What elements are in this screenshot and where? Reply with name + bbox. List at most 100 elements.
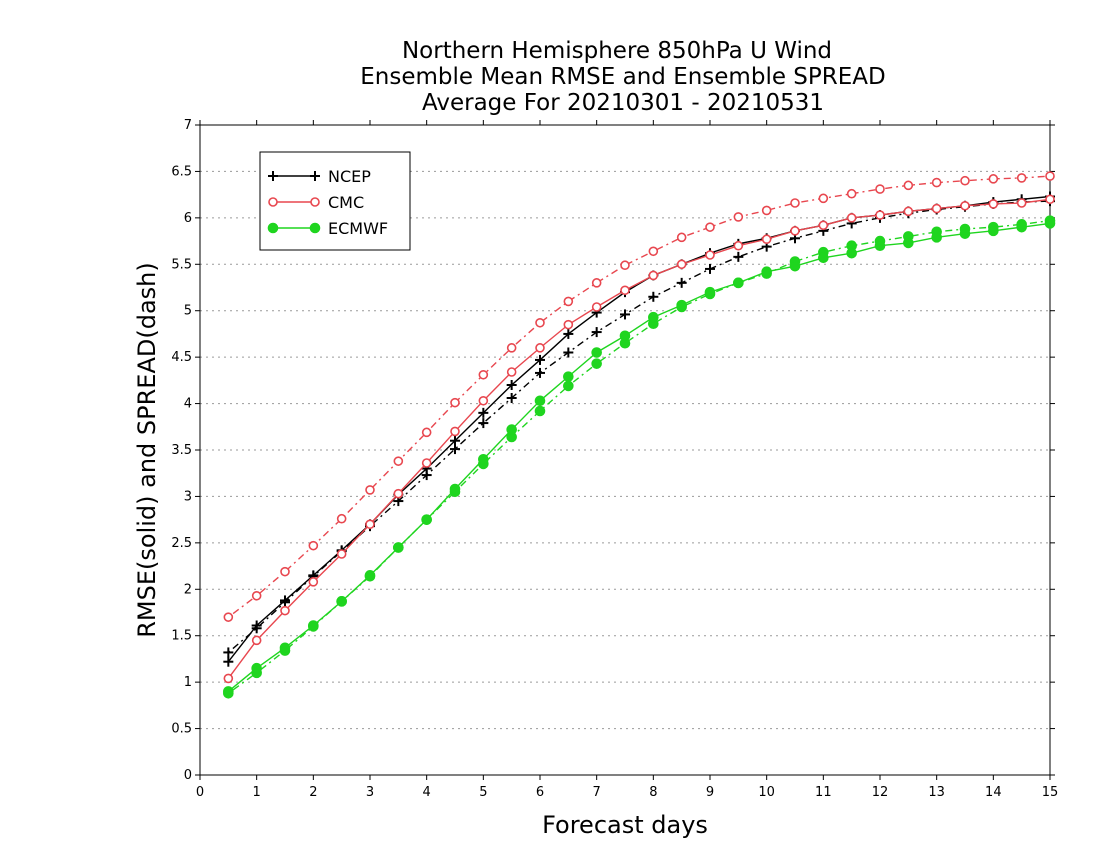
ncep-rmse-point: [223, 656, 234, 667]
legend-marker-end: [309, 222, 321, 234]
ecmwf-rmse-point: [591, 347, 602, 358]
x-tick-label: 8: [649, 785, 657, 800]
y-tick-label: 4.5: [171, 350, 192, 365]
cmc-rmse-point: [733, 240, 744, 251]
cmc-rmse-line: [227, 198, 1051, 679]
ecmwf-rmse-point: [903, 237, 914, 249]
legend-marker-start: [268, 171, 278, 181]
legend-box: [259, 151, 411, 251]
ncep-spread-point: [676, 277, 687, 288]
legend-label: ECMWF: [328, 219, 388, 238]
ecmwf-rmse-point: [818, 252, 829, 264]
ncep-spread-point: [705, 263, 715, 274]
cmc-spread-point: [1045, 171, 1055, 181]
cmc-rmse-point: [846, 213, 857, 223]
ncep-spread-point: [648, 291, 659, 302]
cmc-spread-point: [535, 317, 545, 328]
ncep-spread-point: [506, 393, 517, 403]
cmc-spread-point: [478, 369, 489, 380]
x-axis: 0 1 2 3 4 5 6 7 8 9 10 11 12 13 14 15: [196, 120, 1058, 800]
cmc-spread-point: [223, 612, 234, 622]
cmc-rmse-point: [960, 200, 970, 211]
x-tick-label: 10: [758, 785, 775, 800]
cmc-spread-point: [450, 397, 460, 408]
y-tick-label: 0.5: [171, 722, 192, 737]
ncep-spread-point: [535, 367, 545, 378]
cmc-spread-point: [875, 184, 885, 194]
cmc-rmse-point: [591, 302, 602, 312]
cmc-rmse-point: [506, 367, 517, 377]
title-line-2: Ensemble Mean RMSE and Ensemble SPREAD: [360, 64, 885, 90]
ncep-spread-point: [450, 444, 460, 455]
ncep-rmse-point: [450, 435, 460, 446]
legend-item-ecmwf: ECMWF: [267, 219, 388, 238]
cmc-spread-point: [903, 180, 914, 191]
cmc-spread-point: [336, 513, 347, 524]
cmc-rmse-point: [280, 605, 290, 616]
x-tick-label: 14: [985, 785, 1002, 800]
cmc-rmse-point: [563, 319, 574, 330]
legend-marker-end: [310, 197, 320, 207]
x-tick-label: 0: [196, 785, 204, 800]
ncep-rmse-point: [280, 595, 290, 606]
ncep-spread-point: [733, 251, 744, 262]
legend-label: NCEP: [328, 167, 371, 186]
cmc-spread-point: [676, 232, 687, 243]
x-tick-label: 12: [872, 785, 889, 800]
cmc-rmse-point: [761, 234, 772, 245]
cmc-rmse-point: [365, 519, 375, 530]
cmc-rmse-point: [535, 343, 545, 353]
cmc-rmse-point: [676, 259, 687, 270]
ecmwf-rmse-point: [874, 240, 886, 252]
cmc-rmse-point: [450, 426, 460, 437]
y-tick-label: 3.5: [171, 443, 192, 458]
ecmwf-rmse-point: [364, 570, 376, 581]
y-tick-label: 2.5: [171, 536, 192, 551]
ncep-spread-line: [227, 200, 1051, 653]
ecmwf-rmse-point: [959, 228, 971, 239]
cmc-spread-point: [251, 590, 262, 601]
ecmwf-spread-point: [591, 358, 602, 369]
ncep-spread-point: [478, 418, 489, 429]
x-tick-label: 9: [706, 785, 714, 800]
y-tick-label: 1: [184, 675, 192, 690]
cmc-spread-point: [960, 175, 970, 186]
cmc-rmse-point: [790, 226, 800, 236]
ecmwf-rmse-point: [449, 483, 461, 495]
legend-item-ncep: NCEP: [268, 167, 371, 186]
ecmwf-rmse-point: [251, 662, 262, 674]
cmc-spread-point: [705, 222, 715, 232]
ecmwf-rmse-point: [648, 311, 659, 323]
cmc-rmse-point: [393, 488, 404, 499]
cmc-spread-point: [393, 456, 404, 466]
title-line-1: Northern Hemisphere 850hPa U Wind: [402, 38, 832, 64]
cmc-spread-point: [591, 278, 602, 288]
cmc-rmse-point: [648, 270, 659, 281]
ecmwf-spread-point: [563, 380, 574, 392]
ecmwf-rmse-point: [478, 453, 489, 465]
cmc-spread-point: [988, 174, 999, 184]
cmc-spread-point: [931, 177, 942, 188]
ncep-spread-point: [591, 327, 602, 338]
ecmwf-rmse-point: [988, 225, 999, 237]
ncep-spread-point: [223, 647, 234, 658]
x-tick-label: 6: [536, 785, 544, 800]
y-axis: 0 0.5 1 1.5 2 2.5 3 3.5 4 4.5 5 5.5 6 6.5 7: [171, 118, 1055, 783]
cmc-spread-point: [506, 343, 517, 353]
ecmwf-rmse-point: [421, 514, 432, 525]
cmc-spread-point: [761, 205, 772, 216]
series-layer: [223, 171, 1056, 699]
legend-label: CMC: [328, 193, 364, 212]
cmc-rmse-point: [875, 210, 885, 220]
ecmwf-spread-point: [534, 405, 546, 417]
cmc-spread-point: [308, 540, 319, 551]
cmc-spread-point: [733, 212, 744, 222]
ncep-rmse-point: [506, 380, 517, 390]
series-ecmwf: [223, 215, 1056, 699]
ecmwf-rmse-point: [733, 277, 744, 289]
ecmwf-rmse-point: [1016, 221, 1027, 233]
y-tick-label: 4: [184, 397, 192, 412]
cmc-rmse-point: [336, 549, 347, 559]
cmc-spread-point: [648, 246, 659, 257]
